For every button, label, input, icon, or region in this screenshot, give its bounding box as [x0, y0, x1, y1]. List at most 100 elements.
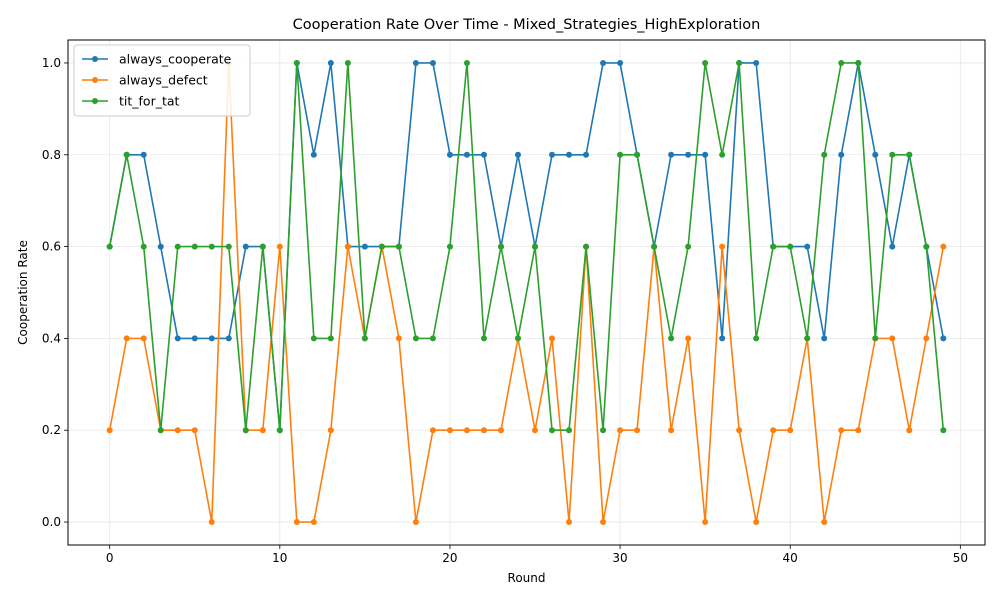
- data-point: [480, 335, 487, 342]
- x-tick-label: 40: [783, 551, 798, 565]
- data-point: [566, 427, 573, 434]
- data-point: [310, 335, 317, 342]
- data-point: [855, 427, 862, 434]
- data-point: [549, 335, 556, 342]
- data-point: [174, 427, 181, 434]
- data-point: [174, 335, 181, 342]
- legend-entry: always_defect: [82, 73, 208, 88]
- data-point: [923, 243, 930, 250]
- data-point: [719, 335, 726, 342]
- data-point: [549, 427, 556, 434]
- x-tick-label: 30: [612, 551, 627, 565]
- data-point: [123, 335, 130, 342]
- data-point: [242, 243, 249, 250]
- data-point: [668, 151, 675, 158]
- data-point: [191, 243, 198, 250]
- y-tick-label: 0.0: [42, 515, 61, 529]
- data-point: [259, 243, 266, 250]
- data-point: [872, 335, 879, 342]
- legend-marker: [92, 98, 98, 104]
- data-point: [276, 243, 283, 250]
- data-point: [446, 151, 453, 158]
- data-point: [702, 519, 709, 526]
- data-point: [208, 335, 215, 342]
- data-point: [600, 427, 607, 434]
- data-point: [497, 243, 504, 250]
- data-point: [514, 151, 521, 158]
- data-point: [872, 151, 879, 158]
- data-point: [685, 243, 692, 250]
- x-tick-label: 50: [953, 551, 968, 565]
- data-point: [753, 519, 760, 526]
- data-point: [668, 427, 675, 434]
- data-point: [429, 59, 436, 66]
- data-point: [225, 243, 232, 250]
- data-point: [583, 151, 590, 158]
- legend-box: [73, 44, 251, 117]
- data-point: [327, 427, 334, 434]
- data-point: [174, 243, 181, 250]
- data-point: [327, 335, 334, 342]
- data-point: [191, 335, 198, 342]
- y-tick-label: 0.4: [42, 331, 61, 345]
- data-point: [412, 519, 419, 526]
- data-point: [821, 335, 828, 342]
- data-point: [940, 335, 947, 342]
- data-point: [395, 335, 402, 342]
- data-point: [514, 335, 521, 342]
- data-point: [310, 519, 317, 526]
- data-point: [463, 59, 470, 66]
- legend-marker: [92, 77, 98, 83]
- data-point: [532, 243, 539, 250]
- data-point: [293, 519, 300, 526]
- data-point: [838, 59, 845, 66]
- data-point: [276, 427, 283, 434]
- data-point: [208, 519, 215, 526]
- data-point: [208, 243, 215, 250]
- data-point: [446, 427, 453, 434]
- data-point: [429, 335, 436, 342]
- data-point: [821, 151, 828, 158]
- data-point: [378, 243, 385, 250]
- series-layer: [106, 59, 947, 526]
- data-point: [259, 427, 266, 434]
- data-point: [106, 243, 113, 250]
- data-point: [634, 151, 641, 158]
- data-point: [361, 335, 368, 342]
- data-point: [889, 151, 896, 158]
- data-point: [906, 427, 913, 434]
- data-point: [668, 335, 675, 342]
- data-point: [293, 59, 300, 66]
- x-axis-ticks: 0 10 20 30 40 50: [106, 545, 968, 565]
- data-point: [463, 151, 470, 158]
- data-point: [106, 427, 113, 434]
- data-point: [617, 427, 624, 434]
- data-point: [770, 427, 777, 434]
- data-point: [140, 335, 147, 342]
- data-point: [429, 427, 436, 434]
- chart-title: Cooperation Rate Over Time - Mixed_Strat…: [293, 17, 761, 33]
- data-point: [344, 59, 351, 66]
- data-point: [940, 427, 947, 434]
- data-point: [770, 243, 777, 250]
- data-point: [225, 335, 232, 342]
- legend-label: tit_for_tat: [119, 94, 180, 109]
- data-point: [923, 335, 930, 342]
- data-point: [157, 243, 164, 250]
- data-point: [140, 151, 147, 158]
- data-point: [463, 427, 470, 434]
- y-tick-label: 0.6: [42, 240, 61, 254]
- data-point: [566, 151, 573, 158]
- data-point: [702, 151, 709, 158]
- data-point: [600, 519, 607, 526]
- data-point: [327, 59, 334, 66]
- data-point: [566, 519, 573, 526]
- data-point: [583, 243, 590, 250]
- y-tick-label: 0.8: [42, 148, 61, 162]
- data-point: [532, 427, 539, 434]
- data-point: [140, 243, 147, 250]
- data-point: [855, 59, 862, 66]
- data-point: [821, 519, 828, 526]
- data-point: [685, 335, 692, 342]
